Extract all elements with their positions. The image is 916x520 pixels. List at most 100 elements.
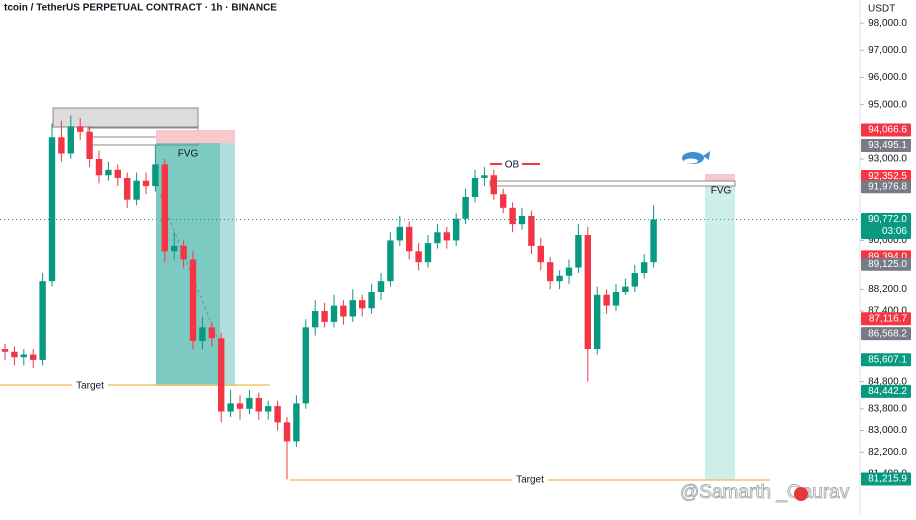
candle-body xyxy=(114,169,121,178)
candle-body xyxy=(180,245,187,260)
price-badge-label: 84,442.2 xyxy=(868,386,907,397)
candle-body xyxy=(537,245,544,263)
candle-body xyxy=(199,327,206,341)
candle-body xyxy=(77,126,84,132)
price-badge-label: 91,976.8 xyxy=(868,181,907,192)
candle-body xyxy=(641,262,648,274)
candle-body xyxy=(434,232,441,244)
price-badge xyxy=(861,472,911,486)
candle-body xyxy=(20,354,27,358)
candle-body xyxy=(227,403,234,412)
candle-body xyxy=(453,218,460,241)
candle-body xyxy=(396,226,403,241)
fvg-top xyxy=(705,174,735,181)
range-box xyxy=(489,180,736,187)
candle-body xyxy=(462,196,469,219)
y-tick-label: 84,800.0 xyxy=(868,376,907,387)
candle-body xyxy=(603,294,610,306)
candle-body xyxy=(293,403,300,442)
price-badge-label: 94,066.6 xyxy=(868,125,907,136)
y-tick-label: 87,400.0 xyxy=(868,306,907,317)
price-badge xyxy=(861,312,911,326)
candle-body xyxy=(67,126,74,154)
price-badge xyxy=(861,170,911,184)
candle-body xyxy=(274,406,281,423)
price-badge-label: 81,215.9 xyxy=(868,474,907,485)
label-bg xyxy=(502,158,522,170)
y-tick-label: 83,000.0 xyxy=(868,425,907,436)
y-tick-label: 93,000.0 xyxy=(868,154,907,165)
candle-body xyxy=(246,397,253,409)
candle-body xyxy=(518,215,526,225)
price-badge xyxy=(861,180,911,194)
candle-body xyxy=(406,226,413,252)
price-badge xyxy=(861,384,911,398)
candle-body xyxy=(575,234,582,268)
candle-body xyxy=(58,137,65,154)
candle-body xyxy=(86,131,93,159)
candle-body xyxy=(349,300,356,317)
target-label: Target xyxy=(516,475,544,486)
candle-body xyxy=(255,397,262,412)
candle-body xyxy=(189,259,197,341)
price-badge xyxy=(861,353,911,367)
candle-body xyxy=(218,338,225,412)
candle-body xyxy=(161,164,168,252)
candle-body xyxy=(124,177,131,200)
price-badge-label: 87,116.7 xyxy=(869,313,908,324)
axis-unit: USDT xyxy=(868,4,895,15)
logo-dot xyxy=(794,487,808,501)
candle-body xyxy=(650,219,657,263)
candle-body xyxy=(368,292,375,309)
candle-body xyxy=(528,215,535,246)
price-badge xyxy=(861,257,911,271)
candle-body xyxy=(556,275,563,282)
y-tick-label: 97,000.0 xyxy=(868,45,907,56)
price-badge-label: 89,394.0 xyxy=(868,252,907,263)
countdown: 03:06 xyxy=(882,226,907,237)
candle-body xyxy=(481,175,488,178)
price-badge-label: 93,495.1 xyxy=(868,140,907,151)
candles xyxy=(1,115,657,480)
ob-label: OB xyxy=(505,160,520,171)
price-badge-label: 92,352.5 xyxy=(868,171,907,182)
drawings: Target Target OB FVG FVG xyxy=(0,107,770,486)
price-badge-label: 90,772.0 xyxy=(868,214,907,225)
fvg-label: FVG xyxy=(711,186,732,197)
candle-body xyxy=(133,180,140,200)
candle-body xyxy=(471,177,479,197)
candle-body xyxy=(594,294,601,350)
candle-body xyxy=(612,292,620,306)
price-badge xyxy=(861,123,911,137)
candle-body xyxy=(142,180,150,187)
candle-body xyxy=(584,234,591,350)
price-badge xyxy=(861,212,911,239)
fvg-top xyxy=(156,130,235,143)
target-label: Target xyxy=(76,381,104,392)
candle-body xyxy=(48,137,56,282)
fvg-zone xyxy=(705,186,735,480)
candle-body xyxy=(283,422,291,442)
candle-body xyxy=(622,286,629,293)
candle-body xyxy=(152,164,159,187)
candle-body xyxy=(105,169,112,176)
candle-body xyxy=(565,267,573,276)
label-bg xyxy=(72,380,108,392)
candle-body xyxy=(443,232,450,241)
y-tick-label: 96,000.0 xyxy=(868,72,907,83)
whale-icon xyxy=(682,151,710,164)
candle-body xyxy=(490,175,497,195)
candle-body xyxy=(1,349,9,352)
price-badge-label: 86,568.2 xyxy=(868,328,907,339)
candle-body xyxy=(312,311,319,328)
candle-body xyxy=(302,327,309,404)
candle-body xyxy=(509,207,516,225)
y-tick-label: 88,200.0 xyxy=(868,284,907,295)
y-tick-label: 83,800.0 xyxy=(868,403,907,414)
supply-zone xyxy=(52,107,199,128)
candle-body xyxy=(11,351,18,358)
candle-body xyxy=(265,406,272,412)
candle-body xyxy=(547,262,554,282)
candle-body xyxy=(330,305,338,322)
